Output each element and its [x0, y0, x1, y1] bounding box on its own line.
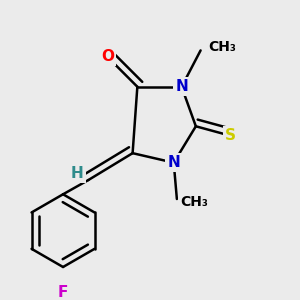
- Text: CH₃: CH₃: [208, 40, 236, 54]
- Text: N: N: [175, 79, 188, 94]
- Text: S: S: [225, 128, 236, 143]
- Text: F: F: [58, 285, 68, 300]
- Text: H: H: [71, 166, 84, 181]
- Text: CH₃: CH₃: [180, 195, 208, 209]
- Text: O: O: [101, 49, 114, 64]
- Text: N: N: [167, 155, 180, 170]
